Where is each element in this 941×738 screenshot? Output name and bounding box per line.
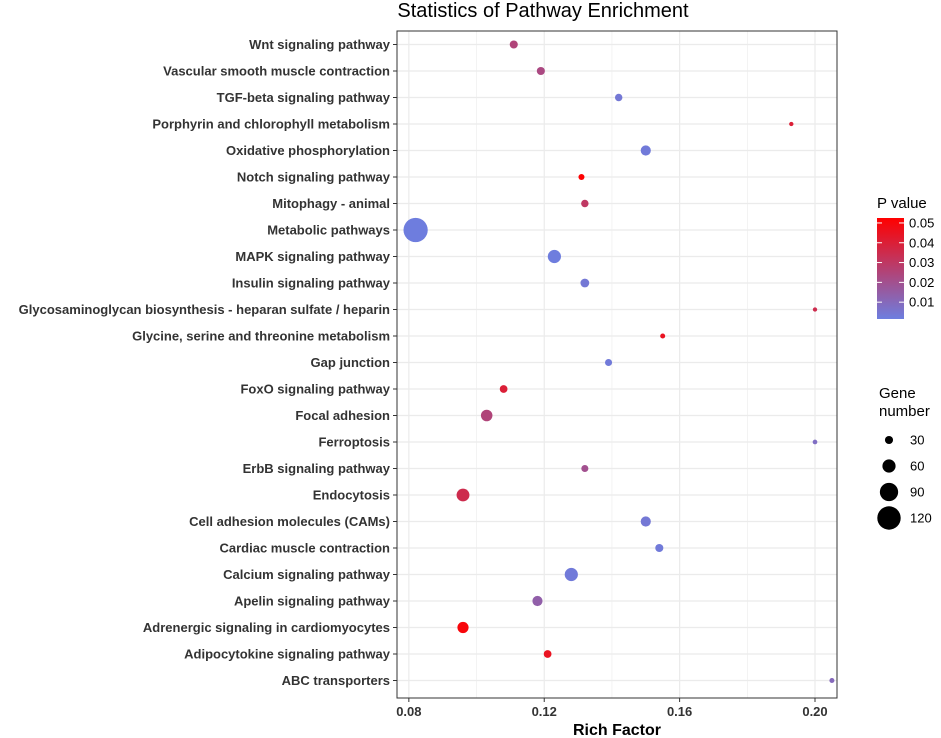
pathway-label: Gap junction [311, 355, 391, 370]
size-legend-label: 90 [910, 485, 924, 500]
size-legend-dot [877, 506, 901, 530]
pathway-label: Porphyrin and chlorophyll metabolism [152, 117, 390, 132]
pathway-label: Cell adhesion molecules (CAMs) [189, 514, 390, 529]
pathway-label: Adipocytokine signaling pathway [184, 647, 391, 662]
colorbar-tick-label: 0.04 [909, 235, 934, 250]
gene-legend-keys: 30 60 90 120 [877, 433, 932, 530]
pathway-point [604, 358, 613, 367]
pathway-label: Glycine, serine and threonine metabolism [132, 329, 390, 344]
pathway-point [578, 173, 585, 181]
pathway-label: Calcium signaling pathway [223, 567, 391, 582]
pathway-point [456, 488, 470, 502]
axis-ticks [393, 44, 816, 702]
pathway-point [812, 439, 818, 445]
pathway-point [640, 516, 651, 527]
x-tick-label: 0.08 [396, 704, 421, 719]
y-axis-labels: Wnt signaling pathway Vascular smooth mus… [19, 37, 391, 688]
pvalue-legend: P value 0.01 0.02 0.03 0.04 0.05 [877, 195, 934, 319]
pathway-label: Notch signaling pathway [237, 170, 391, 185]
pathway-label: Insulin signaling pathway [232, 276, 391, 291]
gene-legend-title-line2: number [879, 403, 930, 420]
pathway-label: TGF-beta signaling pathway [217, 90, 391, 105]
plot-panel [397, 31, 837, 698]
pathway-point [536, 66, 545, 76]
pvalue-legend-ticks: 0.01 0.02 0.03 0.04 0.05 [877, 215, 934, 310]
pathway-label: Endocytosis [313, 488, 390, 503]
x-tick-label: 0.12 [532, 704, 557, 719]
pathway-point [543, 650, 552, 658]
gene-legend-title-line1: Gene [879, 385, 916, 402]
pathway-point [789, 121, 794, 127]
pathway-label: Glycosaminoglycan biosynthesis - heparan… [19, 302, 390, 317]
pathway-label: Adrenergic signaling in cardiomyocytes [143, 620, 390, 635]
pathway-label: MAPK signaling pathway [235, 249, 390, 264]
pathway-label: Oxidative phosphorylation [226, 143, 390, 158]
colorbar-tick-label: 0.01 [909, 295, 934, 310]
pathway-point [403, 217, 428, 243]
pathway-point [614, 93, 623, 102]
x-tick-label: 0.20 [802, 704, 827, 719]
plot-border [396, 30, 838, 699]
pathway-point [499, 385, 508, 393]
pathway-point [660, 333, 666, 339]
pathway-point [532, 595, 543, 607]
pathway-label: Vascular smooth muscle contraction [163, 64, 390, 79]
pathway-label: Wnt signaling pathway [249, 37, 391, 52]
pathway-point [480, 409, 493, 422]
pathway-point [655, 543, 664, 553]
pathway-label: Apelin signaling pathway [234, 594, 391, 609]
gene-number-legend: Gene number 30 60 90 120 [877, 385, 932, 530]
pathway-label: Cardiac muscle contraction [220, 541, 391, 556]
pathway-point [812, 307, 818, 312]
pvalue-legend-title: P value [877, 195, 927, 212]
pathway-label: Metabolic pathways [267, 223, 390, 238]
grid-lines [397, 31, 837, 698]
colorbar-tick-label: 0.03 [909, 255, 934, 270]
colorbar-tick-label: 0.05 [909, 215, 934, 230]
pathway-point [580, 278, 590, 288]
pathway-label: ErbB signaling pathway [243, 461, 391, 476]
data-points [403, 40, 835, 684]
pathway-point [829, 677, 835, 684]
x-axis-tick-labels: 0.08 0.12 0.16 0.20 [396, 704, 827, 719]
pathway-label: ABC transporters [282, 673, 390, 688]
pathway-point [564, 567, 578, 582]
pathway-point [581, 199, 589, 208]
pathway-label: Ferroptosis [318, 435, 390, 450]
colorbar-tick-label: 0.02 [909, 275, 934, 290]
pathway-point [509, 40, 518, 49]
size-legend-label: 60 [910, 459, 924, 474]
size-legend-dot [879, 482, 899, 502]
size-legend-label: 120 [910, 511, 932, 526]
pathway-point [547, 249, 561, 264]
size-legend-label: 30 [910, 433, 924, 448]
pathway-label: Mitophagy - animal [272, 196, 390, 211]
size-legend-dot [882, 459, 896, 473]
x-axis-title: Rich Factor [573, 722, 661, 738]
pathway-label: FoxO signaling pathway [240, 382, 390, 397]
x-tick-label: 0.16 [667, 704, 692, 719]
pathway-point [640, 145, 651, 156]
chart-title: Statistics of Pathway Enrichment [397, 0, 689, 22]
pathway-point [457, 621, 469, 634]
size-legend-dot [884, 435, 894, 445]
pathway-point [581, 464, 589, 473]
pvalue-colorbar [877, 218, 904, 319]
pathway-label: Focal adhesion [295, 408, 390, 423]
